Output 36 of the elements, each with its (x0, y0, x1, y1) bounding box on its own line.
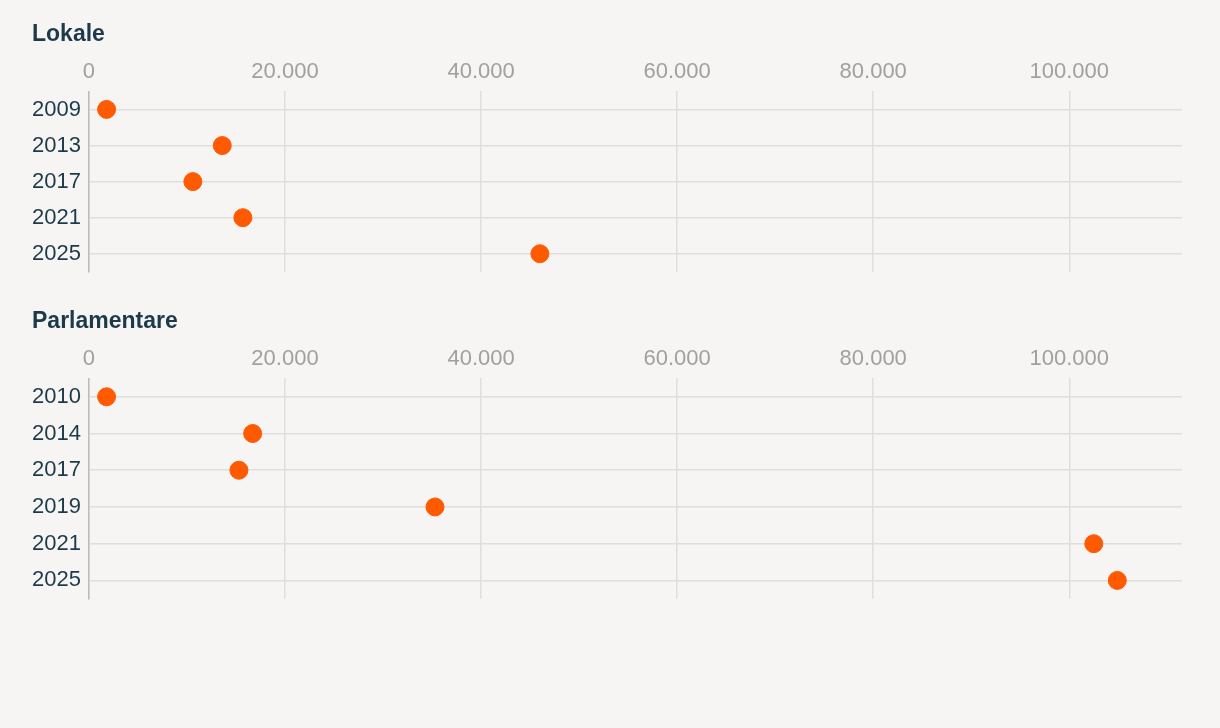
point (233, 208, 253, 228)
x-tick-label: 100.000 (1029, 58, 1110, 84)
point (97, 99, 117, 119)
y-tick-label: 2021 (31, 529, 81, 555)
y-tick-label: 2017 (31, 167, 81, 193)
y-tick-label: 2010 (31, 382, 81, 408)
chart-title: Lokale (31, 20, 106, 48)
point (243, 424, 263, 443)
x-tick-label: 0 (82, 345, 96, 371)
y-tick-label: 2019 (31, 493, 81, 519)
x-tick-label: 80.000 (839, 58, 907, 84)
point (530, 244, 550, 264)
y-tick-label: 2021 (31, 203, 81, 229)
point (1084, 534, 1104, 554)
x-tick-label: 20.000 (251, 345, 319, 371)
point (1107, 570, 1127, 590)
x-tick-label: 0 (82, 58, 96, 84)
chart-title: Parlamentare (31, 307, 179, 335)
y-tick-label: 2025 (31, 566, 81, 592)
x-tick-label: 100.000 (1029, 345, 1110, 371)
x-tick-label: 60.000 (643, 58, 711, 84)
y-tick-label: 2014 (31, 419, 81, 445)
x-tick-label: 20.000 (251, 58, 319, 84)
x-tick-label: 80.000 (839, 345, 907, 371)
y-tick-label: 2009 (31, 95, 81, 121)
point (183, 172, 203, 192)
x-tick-label: 40.000 (447, 345, 515, 371)
point (97, 387, 117, 407)
point (229, 460, 249, 480)
point (425, 497, 445, 517)
y-tick-label: 2017 (31, 456, 81, 482)
x-tick-label: 40.000 (447, 58, 515, 84)
y-tick-label: 2013 (31, 131, 81, 157)
y-tick-label: 2025 (31, 239, 81, 265)
x-tick-label: 60.000 (643, 345, 711, 371)
point (212, 136, 232, 156)
